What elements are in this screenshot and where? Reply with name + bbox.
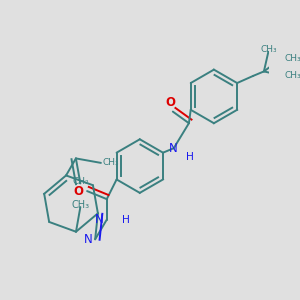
Text: CH₃: CH₃ xyxy=(285,71,300,80)
Text: H: H xyxy=(186,152,194,162)
Text: O: O xyxy=(165,96,175,109)
Text: CH₂: CH₂ xyxy=(72,177,89,186)
Text: CH₃: CH₃ xyxy=(284,53,300,62)
Text: O: O xyxy=(73,184,83,198)
Text: N: N xyxy=(95,213,104,226)
Text: CH₃: CH₃ xyxy=(102,158,119,167)
Text: CH₃: CH₃ xyxy=(71,200,89,210)
Text: N: N xyxy=(84,233,92,246)
Text: N: N xyxy=(169,142,178,155)
Text: CH₃: CH₃ xyxy=(260,46,277,55)
Text: H: H xyxy=(122,215,130,225)
